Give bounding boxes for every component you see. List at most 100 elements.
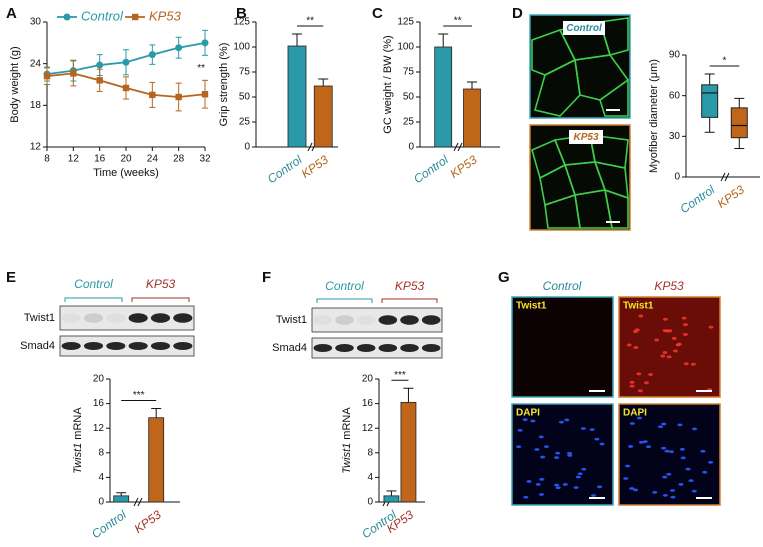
x-tick-label: KP53	[447, 152, 479, 180]
nucleus	[538, 493, 545, 496]
y-tick-label: 12	[30, 142, 42, 153]
point	[149, 91, 156, 99]
nucleus	[566, 451, 573, 455]
nucleus	[538, 435, 544, 439]
nucleus	[564, 418, 570, 422]
blot-band	[335, 315, 354, 325]
bar	[113, 495, 130, 503]
significance: ***	[133, 390, 145, 401]
nucleus	[661, 446, 667, 450]
image-label: Control	[566, 23, 602, 34]
y-tick-label: 12	[93, 423, 105, 434]
micrograph	[618, 403, 721, 506]
x-tick-label: 8	[44, 154, 50, 165]
nucleus	[567, 454, 573, 457]
fiber	[599, 78, 629, 117]
group-bracket	[64, 297, 123, 302]
nucleus	[555, 451, 561, 455]
y-axis-label: Body weight (g)	[9, 46, 21, 122]
nucleus	[629, 384, 635, 388]
bar	[383, 495, 400, 503]
y-tick-label: 100	[397, 42, 414, 53]
fiber	[603, 188, 629, 229]
x-tick-label: 20	[120, 154, 132, 165]
point	[122, 84, 130, 92]
blot-band	[313, 315, 333, 325]
nucleus	[652, 491, 658, 494]
significance: **	[454, 16, 462, 27]
significance: ***	[394, 370, 406, 381]
y-tick-label: 75	[239, 67, 251, 78]
group-label: KP53	[146, 277, 176, 291]
y-axis-label: Twist1 mRNA	[341, 407, 353, 474]
nucleus	[672, 349, 678, 353]
x-tick-label: KP53	[299, 152, 331, 180]
point	[96, 77, 103, 84]
column-header: KP53	[654, 279, 684, 293]
y-label-text: Body weight (g)	[9, 46, 21, 122]
blot-band	[335, 344, 354, 352]
nucleus	[691, 427, 698, 431]
y-tick-label: 4	[367, 472, 373, 483]
bar	[434, 46, 453, 148]
y-tick-label: 50	[239, 92, 251, 103]
micrograph	[511, 296, 614, 398]
y-tick-label: 100	[233, 42, 250, 53]
nucleus	[555, 486, 561, 490]
box	[730, 107, 748, 139]
blot-band	[356, 315, 376, 325]
nucleus	[661, 422, 667, 426]
blot-band	[313, 344, 333, 352]
fiber	[598, 17, 629, 56]
y-axis-label: Grip strength (%)	[218, 43, 230, 127]
nucleus	[654, 338, 660, 342]
nucleus	[679, 447, 686, 451]
nucleus	[685, 467, 691, 471]
nucleus	[628, 445, 634, 448]
stain-label: DAPI	[516, 408, 540, 419]
nucleus	[554, 483, 560, 487]
nucleus	[594, 437, 600, 441]
nucleus	[562, 483, 568, 486]
stain-label: DAPI	[623, 408, 647, 419]
y-tick-label: 125	[397, 17, 414, 28]
row-label: Smad4	[20, 340, 55, 352]
nucleus	[708, 325, 714, 329]
nucleus	[522, 418, 528, 422]
fiber	[534, 58, 581, 117]
significance: *	[723, 56, 727, 67]
nucleus	[530, 419, 536, 423]
nucleus	[517, 428, 523, 432]
nucleus	[523, 495, 529, 499]
nucleus	[577, 472, 583, 476]
y-label-text: Grip strength (%)	[218, 43, 230, 127]
point	[96, 61, 104, 69]
bar	[400, 401, 417, 503]
blot-band	[400, 315, 419, 325]
nucleus	[526, 480, 532, 483]
nucleus	[534, 448, 540, 451]
nucleus	[637, 389, 643, 393]
nucleus	[590, 494, 597, 497]
blot-band	[356, 344, 376, 352]
point	[201, 91, 209, 98]
x-tick-label: 16	[94, 154, 106, 165]
y-tick-label: 16	[362, 398, 374, 409]
row-label: Smad4	[272, 342, 307, 354]
y-axis-label: Myofiber diameter (μm)	[648, 59, 660, 173]
nucleus	[636, 416, 643, 420]
y-tick-label: 0	[244, 142, 250, 153]
point	[148, 51, 156, 59]
nucleus	[558, 420, 565, 424]
label-box	[569, 130, 603, 144]
panel-label: E	[6, 269, 16, 286]
micrograph	[511, 403, 614, 506]
blot-band	[106, 342, 126, 350]
y-tick-label: 12	[362, 423, 374, 434]
bar	[313, 85, 333, 148]
point	[122, 58, 130, 66]
nucleus	[581, 467, 587, 471]
nucleus	[660, 354, 666, 358]
blot-strip	[59, 305, 195, 331]
point	[175, 44, 183, 52]
